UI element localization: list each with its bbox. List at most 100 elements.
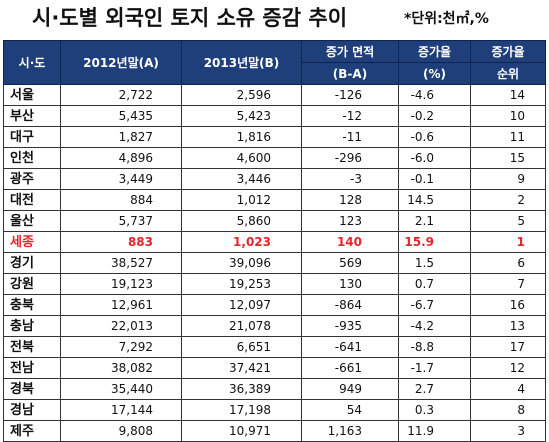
cell-rate: 1.5 xyxy=(398,252,471,274)
cell-rate: 14.5 xyxy=(398,189,471,211)
header-diff-line1: 증가 면적 xyxy=(301,40,399,63)
cell-rate: -4.6 xyxy=(398,84,471,106)
table-row: 경남 17,144 17,198 54 0.3 8 xyxy=(3,399,546,421)
cell-region: 전남 xyxy=(3,357,61,379)
header-rank-line2: 순위 xyxy=(470,62,546,85)
cell-region: 광주 xyxy=(3,168,61,190)
cell-region: 대전 xyxy=(3,189,61,211)
cell-rank: 9 xyxy=(470,168,546,190)
cell-2013: 21,078 xyxy=(181,315,302,337)
cell-2012: 883 xyxy=(60,231,182,253)
cell-2012: 12,961 xyxy=(60,294,182,316)
cell-rank: 15 xyxy=(470,147,546,169)
cell-rate: -0.1 xyxy=(398,168,471,190)
cell-region: 경북 xyxy=(3,378,61,400)
cell-rank: 3 xyxy=(470,420,546,442)
cell-rank: 17 xyxy=(470,336,546,358)
cell-rate: -1.7 xyxy=(398,357,471,379)
cell-2013: 10,971 xyxy=(181,420,302,442)
table-row: 경북 35,440 36,389 949 2.7 4 xyxy=(3,378,546,400)
cell-2013: 12,097 xyxy=(181,294,302,316)
land-ownership-table: 시·도 2012년말(A) 2013년말(B) 증가 면적 증가율 증가율 (B… xyxy=(3,40,546,442)
cell-region: 부산 xyxy=(3,105,61,127)
cell-2013: 6,651 xyxy=(181,336,302,358)
cell-2013: 1,023 xyxy=(181,231,302,253)
table-row: 부산 5,435 5,423 -12 -0.2 10 xyxy=(3,105,546,127)
cell-rate: -0.6 xyxy=(398,126,471,148)
cell-diff: -126 xyxy=(301,84,399,106)
cell-rate: 2.1 xyxy=(398,210,471,232)
table-row: 제주 9,808 10,971 1,163 11.9 3 xyxy=(3,420,546,442)
cell-rank: 6 xyxy=(470,252,546,274)
cell-rate: 2.7 xyxy=(398,378,471,400)
cell-diff: 123 xyxy=(301,210,399,232)
cell-2012: 9,808 xyxy=(60,420,182,442)
cell-diff: -11 xyxy=(301,126,399,148)
cell-2013: 19,253 xyxy=(181,273,302,295)
table-row: 충남 22,013 21,078 -935 -4.2 13 xyxy=(3,315,546,337)
cell-rank: 4 xyxy=(470,378,546,400)
header-rate-line1: 증가율 xyxy=(398,40,471,63)
cell-diff: -864 xyxy=(301,294,399,316)
cell-2012: 1,827 xyxy=(60,126,182,148)
cell-rank: 5 xyxy=(470,210,546,232)
cell-diff: 949 xyxy=(301,378,399,400)
cell-diff: 54 xyxy=(301,399,399,421)
cell-region: 경기 xyxy=(3,252,61,274)
header-diff-line2: (B-A) xyxy=(301,62,399,85)
cell-diff: -3 xyxy=(301,168,399,190)
cell-region: 충북 xyxy=(3,294,61,316)
cell-region: 대구 xyxy=(3,126,61,148)
cell-diff: -935 xyxy=(301,315,399,337)
table-row: 대구 1,827 1,816 -11 -0.6 11 xyxy=(3,126,546,148)
table-row: 울산 5,737 5,860 123 2.1 5 xyxy=(3,210,546,232)
header-rate-line2: (%) xyxy=(398,62,471,85)
header-region: 시·도 xyxy=(3,40,61,85)
cell-diff: -12 xyxy=(301,105,399,127)
cell-rank: 7 xyxy=(470,273,546,295)
cell-2012: 7,292 xyxy=(60,336,182,358)
cell-2013: 4,600 xyxy=(181,147,302,169)
table-row: 충북 12,961 12,097 -864 -6.7 16 xyxy=(3,294,546,316)
cell-diff: -661 xyxy=(301,357,399,379)
cell-2012: 2,722 xyxy=(60,84,182,106)
cell-diff: -296 xyxy=(301,147,399,169)
cell-rate: 0.3 xyxy=(398,399,471,421)
cell-region: 인천 xyxy=(3,147,61,169)
cell-rate: -6.7 xyxy=(398,294,471,316)
cell-2012: 884 xyxy=(60,189,182,211)
cell-2012: 17,144 xyxy=(60,399,182,421)
cell-rank: 1 xyxy=(470,231,546,253)
cell-rank: 10 xyxy=(470,105,546,127)
cell-diff: 569 xyxy=(301,252,399,274)
cell-region: 제주 xyxy=(3,420,61,442)
cell-2013: 2,596 xyxy=(181,84,302,106)
cell-2012: 19,123 xyxy=(60,273,182,295)
cell-2013: 5,423 xyxy=(181,105,302,127)
cell-region: 강원 xyxy=(3,273,61,295)
cell-rate: 15.9 xyxy=(398,231,471,253)
cell-2012: 35,440 xyxy=(60,378,182,400)
cell-rank: 2 xyxy=(470,189,546,211)
cell-2013: 5,860 xyxy=(181,210,302,232)
cell-diff: 1,163 xyxy=(301,420,399,442)
cell-2013: 1,012 xyxy=(181,189,302,211)
cell-2013: 17,198 xyxy=(181,399,302,421)
cell-rate: -8.8 xyxy=(398,336,471,358)
cell-rate: 0.7 xyxy=(398,273,471,295)
cell-2013: 36,389 xyxy=(181,378,302,400)
cell-region: 충남 xyxy=(3,315,61,337)
cell-2012: 22,013 xyxy=(60,315,182,337)
table-row: 세종 883 1,023 140 15.9 1 xyxy=(3,231,546,253)
cell-2012: 4,896 xyxy=(60,147,182,169)
cell-2012: 5,435 xyxy=(60,105,182,127)
cell-rate: -0.2 xyxy=(398,105,471,127)
cell-2013: 1,816 xyxy=(181,126,302,148)
cell-region: 세종 xyxy=(3,231,61,253)
cell-rate: -4.2 xyxy=(398,315,471,337)
table-row: 전북 7,292 6,651 -641 -8.8 17 xyxy=(3,336,546,358)
cell-2013: 3,446 xyxy=(181,168,302,190)
cell-rank: 11 xyxy=(470,126,546,148)
cell-2013: 39,096 xyxy=(181,252,302,274)
cell-rank: 16 xyxy=(470,294,546,316)
